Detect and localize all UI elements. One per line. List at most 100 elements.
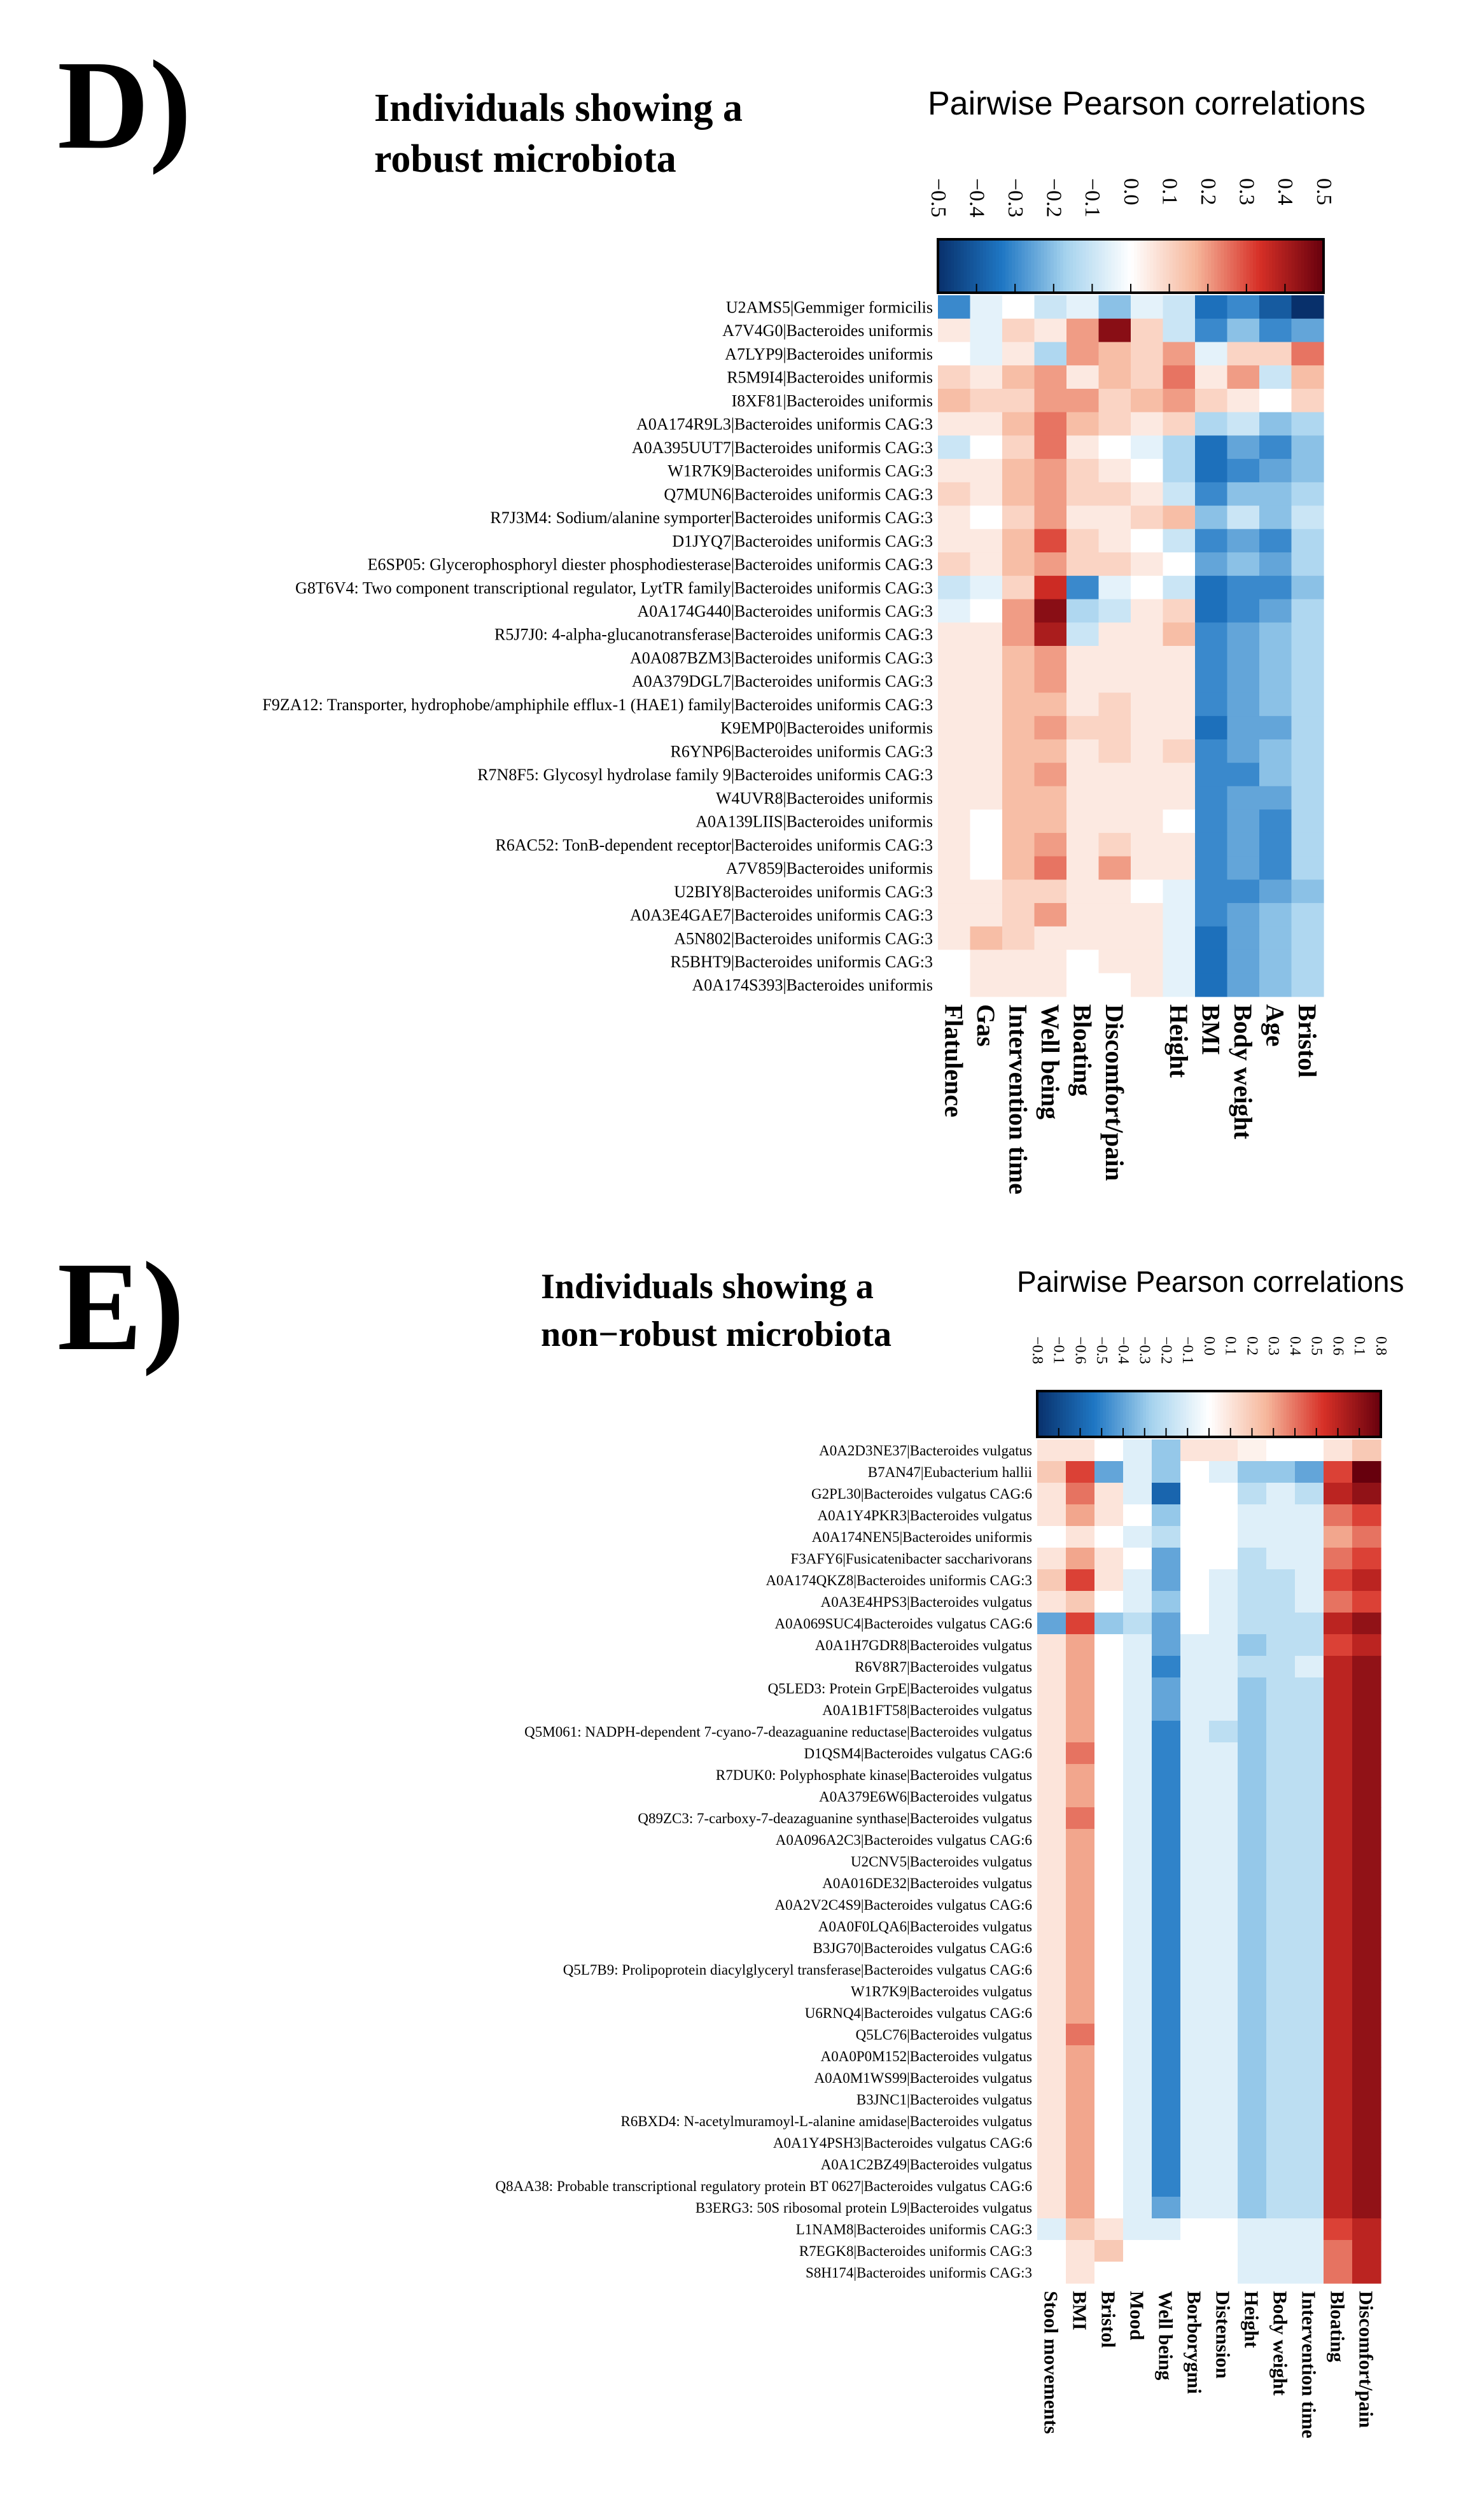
legend-tick-label: 0.4 [1273, 178, 1297, 206]
heatmap-cell [1209, 1829, 1238, 1851]
heatmap-cell [1291, 692, 1324, 717]
row-label: S8H174|Bacteroides uniformis CAG:3 [806, 2265, 1032, 2281]
heatmap-cell [1066, 762, 1100, 787]
heatmap-cell [1352, 2132, 1381, 2154]
heatmap-cell [1098, 575, 1131, 600]
legend-color-step [1073, 239, 1077, 293]
heatmap-cell [1324, 1656, 1353, 1678]
heatmap-cell [1291, 459, 1324, 483]
heatmap-cell [1037, 1742, 1066, 1765]
legend-tick-label: −0.3 [1003, 178, 1027, 218]
heatmap-cell [1180, 2002, 1210, 2024]
heatmap-cell [1131, 692, 1164, 717]
heatmap-cell [938, 926, 971, 951]
legend-color-step [1272, 1391, 1276, 1437]
heatmap-cell [938, 646, 971, 670]
legend-color-step [1086, 239, 1090, 293]
legend-color-step [1146, 1391, 1150, 1437]
legend-color-step [1012, 239, 1016, 293]
heatmap-cell [1266, 2262, 1296, 2284]
heatmap-cell [1259, 669, 1292, 694]
legend-color-step [1045, 1391, 1049, 1437]
heatmap-cell [1180, 1548, 1210, 1570]
heatmap-cell [1066, 973, 1100, 997]
legend-color-step [1166, 1391, 1170, 1437]
heatmap-cell [1209, 2197, 1238, 2219]
heatmap-cell [1295, 2045, 1324, 2068]
heatmap-cell [1094, 1980, 1124, 2003]
heatmap-cell [1324, 1591, 1353, 1613]
heatmap-cell [1163, 949, 1196, 974]
heatmap-cell [1295, 1634, 1324, 1656]
heatmap-cell [1098, 529, 1131, 553]
heatmap-cell [1324, 1786, 1353, 1808]
heatmap-cell [1180, 1894, 1210, 1916]
legend-color-step [1352, 1391, 1356, 1437]
heatmap-cell [1066, 342, 1100, 366]
heatmap-cell [1152, 2262, 1181, 2284]
heatmap-cell [1259, 926, 1292, 951]
heatmap-cell [1123, 2045, 1152, 2068]
heatmap-cell [1295, 2175, 1324, 2197]
column-label: Intervention time [1298, 2291, 1320, 2439]
heatmap-cell [1094, 1613, 1124, 1635]
heatmap-cell [1195, 529, 1228, 553]
legend-color-step [1068, 1391, 1072, 1437]
heatmap-cell [1324, 1894, 1353, 1916]
heatmap-cell [1066, 832, 1100, 857]
heatmap-cell [1066, 1504, 1095, 1527]
heatmap-cell [1037, 1764, 1066, 1786]
heatmap-cell [1002, 949, 1035, 974]
heatmap-cell [1094, 2153, 1124, 2176]
heatmap-cell [1227, 903, 1260, 927]
legend-tick-label: 0.3 [1235, 178, 1259, 206]
heatmap-cell [1324, 2175, 1353, 2197]
heatmap-cell [1066, 318, 1100, 343]
heatmap-cell [1352, 2024, 1381, 2046]
heatmap-cell [1227, 646, 1260, 670]
heatmap-cell [1238, 2218, 1267, 2241]
heatmap-cell [1034, 903, 1067, 927]
legend-color-step [1134, 239, 1138, 293]
heatmap-cell [1131, 505, 1164, 529]
legend-color-step [1154, 1391, 1158, 1437]
heatmap-cell [1227, 388, 1260, 413]
heatmap-cell [1034, 926, 1067, 951]
row-label: D1QSM4|Bacteroides vulgatus CAG:6 [804, 1746, 1032, 1761]
heatmap-cell [970, 459, 1003, 483]
legend-color-step [1180, 1391, 1184, 1437]
heatmap-cell [1098, 786, 1131, 810]
heatmap-cell [1180, 2240, 1210, 2262]
heatmap-cell [1163, 926, 1196, 951]
legend-color-step [1320, 1391, 1324, 1437]
heatmap-cell [1209, 1548, 1238, 1570]
heatmap-cell [1180, 1807, 1210, 1830]
heatmap-cell [1180, 2218, 1210, 2241]
legend-color-step [1086, 1391, 1089, 1437]
heatmap-cell [1238, 2089, 1267, 2111]
heatmap-cell [1209, 1786, 1238, 1808]
heatmap-cell [1259, 505, 1292, 529]
heatmap-cell [1066, 1742, 1095, 1765]
heatmap-cell [1324, 1807, 1353, 1830]
heatmap-cell [1152, 2110, 1181, 2132]
row-label: A0A395UUT7|Bacteroides uniformis CAG:3 [632, 438, 933, 457]
heatmap-cell [1195, 669, 1228, 694]
heatmap-cell [1123, 1634, 1152, 1656]
heatmap-cell [1295, 1894, 1324, 1916]
row-label: A0A1C2BZ49|Bacteroides vulgatus [821, 2157, 1032, 2173]
legend-tick-label: −0.8 [1029, 1336, 1045, 1364]
legend-color-step [1217, 1391, 1221, 1437]
heatmap-cell [1123, 1439, 1152, 1462]
legend-color-step [1301, 1391, 1304, 1437]
heatmap-cell [1295, 1872, 1324, 1894]
heatmap-cell [1098, 388, 1131, 413]
heatmap-cell [1098, 809, 1131, 834]
heatmap-cell [1131, 575, 1164, 600]
heatmap-cell [1094, 1699, 1124, 1721]
heatmap-cell [1066, 2218, 1095, 2241]
heatmap-cell [1131, 879, 1164, 904]
legend-color-step [1189, 1391, 1192, 1437]
legend-color-step [1044, 239, 1048, 293]
heatmap-cell [1295, 1526, 1324, 1548]
